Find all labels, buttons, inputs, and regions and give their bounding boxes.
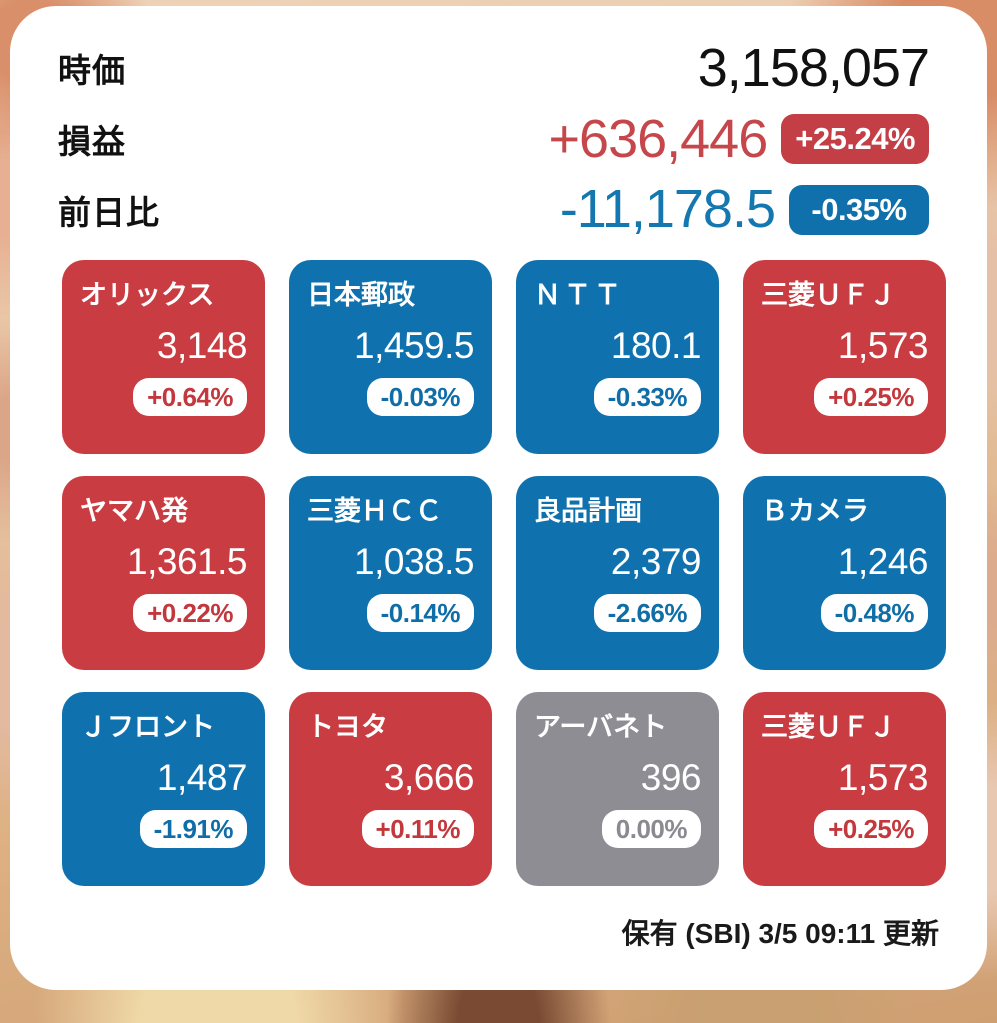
summary-badge-profit-loss-percent: +25.24% bbox=[781, 114, 929, 165]
summary-header: 時価 3,158,057 損益 +636,446 +25.24% 前日比 -11… bbox=[10, 6, 987, 238]
summary-value-day-change: -11,178.5 bbox=[559, 179, 776, 240]
stock-tile-grid: オリックス 3,148 +0.64% 日本郵政 1,459.5 -0.03% ＮＴＴ 180.… bbox=[10, 260, 987, 887]
stock-tile[interactable]: アーバネト 396 0.00% bbox=[516, 692, 719, 887]
stock-tile-change-badge: -2.66% bbox=[593, 594, 701, 633]
footer-update-status: 保有 (SBI) 3/5 09:11 更新 bbox=[621, 918, 939, 950]
stock-tile-price: 180.1 bbox=[610, 325, 702, 367]
stock-tile-name: 三菱ＵＦＪ bbox=[761, 280, 896, 311]
stock-tile-name: トヨタ bbox=[307, 712, 388, 743]
stock-tile-price: 1,487 bbox=[156, 757, 248, 799]
stock-tile[interactable]: トヨタ 3,666 +0.11% bbox=[289, 692, 492, 887]
stock-tile[interactable]: 三菱ＵＦＪ 1,573 +0.25% bbox=[743, 692, 946, 887]
summary-value-profit-loss: +636,446 bbox=[548, 108, 769, 169]
stock-tile-change-wrap: -0.48% bbox=[761, 594, 928, 633]
stock-tile-name: 三菱ＵＦＪ bbox=[761, 712, 896, 743]
stock-tile-change-wrap: -0.14% bbox=[307, 594, 474, 633]
stock-tile-price: 1,573 bbox=[837, 757, 929, 799]
stock-tile-change-badge: -0.33% bbox=[593, 378, 701, 417]
stock-tile-price: 1,038.5 bbox=[354, 541, 474, 583]
summary-label-market-value: 時価 bbox=[58, 52, 126, 90]
stock-tile-price: 396 bbox=[640, 757, 702, 799]
stock-tile[interactable]: ヤマハ発 1,361.5 +0.22% bbox=[62, 476, 265, 671]
stock-tile[interactable]: 三菱ＵＦＪ 1,573 +0.25% bbox=[743, 260, 946, 455]
stock-tile-name: 日本郵政 bbox=[307, 280, 415, 311]
summary-row-day-change: 前日比 -11,178.5 -0.35% bbox=[58, 181, 929, 238]
stock-tile-price: 1,573 bbox=[837, 325, 929, 367]
summary-label-day-change: 前日比 bbox=[58, 193, 160, 231]
stock-tile[interactable]: 日本郵政 1,459.5 -0.03% bbox=[289, 260, 492, 455]
stock-tile-change-wrap: +0.25% bbox=[761, 810, 928, 849]
stock-tile[interactable]: 三菱ＨＣＣ 1,038.5 -0.14% bbox=[289, 476, 492, 671]
stock-tile-change-badge: 0.00% bbox=[601, 810, 701, 849]
stock-tile-price: 1,361.5 bbox=[127, 541, 247, 583]
summary-badge-day-change-percent: -0.35% bbox=[789, 184, 929, 235]
stock-tile-price: 1,246 bbox=[837, 541, 929, 583]
stock-tile-change-badge: -0.48% bbox=[820, 594, 928, 633]
stock-tile-change-badge: +0.11% bbox=[361, 810, 474, 849]
stock-tile-change-badge: +0.25% bbox=[814, 378, 928, 417]
stock-tile[interactable]: Ｊフロント 1,487 -1.91% bbox=[62, 692, 265, 887]
stock-tile-change-badge: +0.64% bbox=[133, 378, 247, 417]
stock-tile-change-badge: -0.14% bbox=[366, 594, 474, 633]
stock-tile-change-badge: +0.22% bbox=[133, 594, 247, 633]
stock-tile-name: 三菱ＨＣＣ bbox=[307, 496, 442, 527]
stock-tile-price: 1,459.5 bbox=[354, 325, 474, 367]
stock-tile-name: 良品計画 bbox=[534, 496, 642, 527]
summary-row-profit-loss: 損益 +636,446 +25.24% bbox=[58, 108, 929, 169]
portfolio-widget-card[interactable]: 時価 3,158,057 損益 +636,446 +25.24% 前日比 -11… bbox=[10, 6, 987, 990]
stock-tile-change-wrap: -2.66% bbox=[534, 594, 701, 633]
stock-tile[interactable]: Ｂカメラ 1,246 -0.48% bbox=[743, 476, 946, 671]
stock-tile-name: Ｊフロント bbox=[80, 712, 215, 743]
stock-tile-change-badge: -0.03% bbox=[366, 378, 474, 417]
stock-tile-price: 2,379 bbox=[610, 541, 702, 583]
stock-tile-change-badge: +0.25% bbox=[814, 810, 928, 849]
stock-tile[interactable]: ＮＴＴ 180.1 -0.33% bbox=[516, 260, 719, 455]
stock-tile-change-wrap: -1.91% bbox=[80, 810, 247, 849]
summary-right-profit-loss: +636,446 +25.24% bbox=[126, 108, 929, 169]
summary-row-market-value: 時価 3,158,057 bbox=[58, 38, 930, 98]
stock-tile-change-wrap: 0.00% bbox=[534, 810, 701, 849]
stock-tile-change-wrap: +0.22% bbox=[80, 594, 247, 633]
stock-tile-name: ＮＴＴ bbox=[534, 280, 624, 311]
stock-tile[interactable]: 良品計画 2,379 -2.66% bbox=[516, 476, 719, 671]
summary-right-day-change: -11,178.5 -0.35% bbox=[160, 181, 929, 238]
stock-tile[interactable]: オリックス 3,148 +0.64% bbox=[62, 260, 265, 455]
stock-tile-price: 3,666 bbox=[383, 757, 475, 799]
stock-tile-name: ヤマハ発 bbox=[80, 496, 188, 527]
summary-value-market-value: 3,158,057 bbox=[697, 38, 930, 98]
stock-tile-price: 3,148 bbox=[156, 325, 248, 367]
stock-tile-change-wrap: +0.64% bbox=[80, 378, 247, 417]
summary-right-market-value: 3,158,057 bbox=[126, 38, 930, 98]
stock-tile-name: Ｂカメラ bbox=[761, 496, 869, 527]
stock-tile-change-wrap: +0.25% bbox=[761, 378, 928, 417]
stock-tile-change-wrap: -0.33% bbox=[534, 378, 701, 417]
stock-tile-name: オリックス bbox=[80, 280, 215, 311]
stock-tile-name: アーバネト bbox=[534, 712, 668, 743]
stock-tile-change-badge: -1.91% bbox=[139, 810, 247, 849]
summary-label-profit-loss: 損益 bbox=[58, 123, 126, 161]
stock-tile-change-wrap: -0.03% bbox=[307, 378, 474, 417]
stock-tile-change-wrap: +0.11% bbox=[307, 810, 474, 849]
